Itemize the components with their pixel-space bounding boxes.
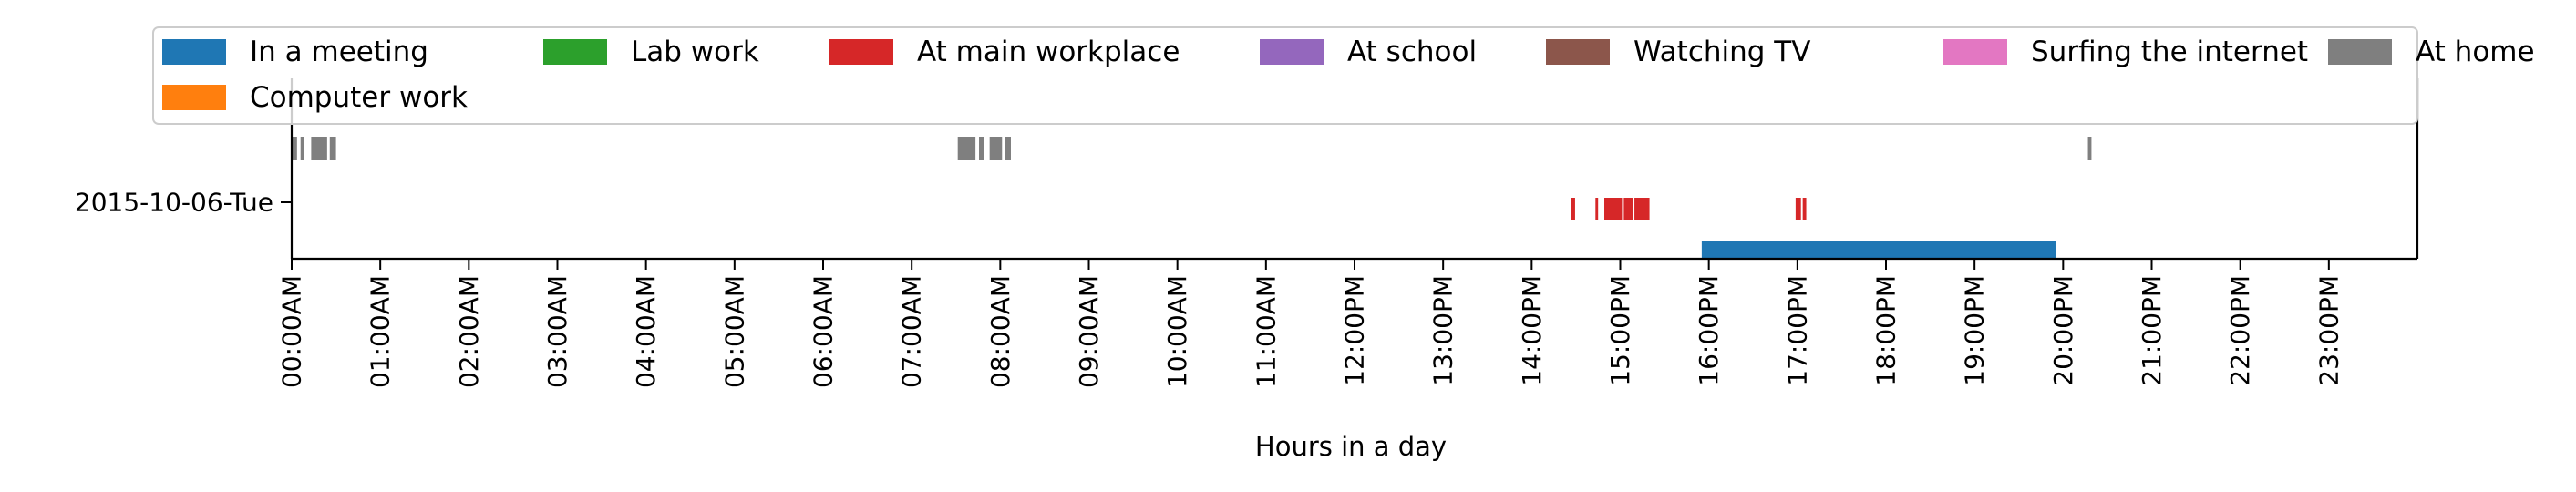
bar-at-home-5 [957, 137, 976, 160]
activity-bars [292, 137, 2092, 259]
plot-area: 00:00AM 01:00AM 02:00AM 03:00AM 04:00AM 05:00… [75, 78, 2419, 388]
x-tick-label: 07:00AM [897, 275, 927, 388]
legend: In a meeting Lab work At main workplace At … [152, 26, 2535, 125]
x-tick-label: 17:00PM [1782, 275, 1812, 386]
legend-swatch-lab-work [543, 39, 607, 65]
x-axis-ticks: 00:00AM 01:00AM 02:00AM 03:00AM 04:00AM 05:00… [277, 259, 2344, 388]
x-tick-label: 19:00PM [1960, 275, 1990, 386]
bar-at-main-workplace-2 [1595, 198, 1599, 220]
x-tick-label: 10:00AM [1162, 275, 1192, 388]
bar-at-home-8 [1005, 137, 1011, 160]
x-tick-label: 00:00AM [277, 275, 307, 388]
x-tick-label: 09:00AM [1074, 275, 1104, 388]
legend-label-at-home: At home [2416, 36, 2535, 68]
bar-in-a-meeting-1 [1701, 241, 2056, 259]
bar-at-main-workplace-3 [1604, 198, 1623, 220]
bar-at-main-workplace-4 [1623, 198, 1633, 220]
x-tick-label: 15:00PM [1605, 275, 1635, 386]
x-tick-label: 13:00PM [1428, 275, 1458, 386]
legend-label-lab-work: Lab work [631, 36, 759, 68]
bar-at-home-6 [979, 137, 984, 160]
bar-at-home-7 [989, 137, 1003, 160]
legend-label-computer-work: Computer work [250, 81, 468, 114]
bar-at-main-workplace-7 [1802, 198, 1807, 220]
x-tick-label: 06:00AM [809, 275, 839, 388]
x-tick-label: 18:00PM [1871, 275, 1901, 386]
x-tick-label: 16:00PM [1694, 275, 1724, 386]
bar-at-main-workplace-5 [1634, 198, 1650, 220]
bar-at-main-workplace-1 [1571, 198, 1575, 220]
x-tick-label: 11:00AM [1251, 275, 1281, 388]
legend-swatch-computer-work [162, 85, 226, 110]
legend-swatch-surfing-the-internet [1943, 39, 2007, 65]
x-tick-label: 12:00PM [1340, 275, 1370, 386]
legend-frame [152, 26, 2418, 125]
legend-swatch-in-a-meeting [162, 39, 226, 65]
legend-swatch-watching-tv [1546, 39, 1610, 65]
y-axis-ticks: 2015-10-06-Tue [75, 188, 292, 218]
x-tick-label: 02:00AM [454, 275, 484, 388]
x-tick-label: 03:00AM [542, 275, 572, 388]
y-tick-label: 2015-10-06-Tue [75, 188, 273, 218]
legend-label-at-school: At school [1347, 36, 1477, 68]
x-tick-label: 20:00PM [2048, 275, 2078, 386]
bar-at-main-workplace-6 [1795, 198, 1801, 220]
bar-at-home-4 [329, 137, 336, 160]
x-axis-title: Hours in a day [1255, 431, 1447, 462]
x-tick-label: 21:00PM [2137, 275, 2167, 386]
legend-swatch-at-home [2328, 39, 2392, 65]
legend-label-watching-tv: Watching TV [1633, 36, 1810, 68]
legend-swatch-at-school [1260, 39, 1324, 65]
bar-at-home-1 [292, 137, 297, 160]
bar-at-home-3 [311, 137, 327, 160]
legend-label-surfing-the-internet: Surfing the internet [2031, 36, 2308, 68]
x-tick-label: 04:00AM [631, 275, 661, 388]
x-tick-label: 05:00AM [719, 275, 749, 388]
legend-swatch-at-main-workplace [829, 39, 893, 65]
x-tick-label: 22:00PM [2225, 275, 2255, 386]
x-tick-label: 08:00AM [985, 275, 1015, 388]
bar-at-home-2 [300, 137, 304, 160]
x-tick-label: 23:00PM [2313, 275, 2344, 386]
x-tick-label: 14:00PM [1517, 275, 1547, 386]
bar-at-home-9 [2087, 137, 2092, 160]
x-tick-label: 01:00AM [366, 275, 396, 388]
legend-label-in-a-meeting: In a meeting [250, 36, 428, 68]
legend-label-at-main-workplace: At main workplace [917, 36, 1180, 68]
